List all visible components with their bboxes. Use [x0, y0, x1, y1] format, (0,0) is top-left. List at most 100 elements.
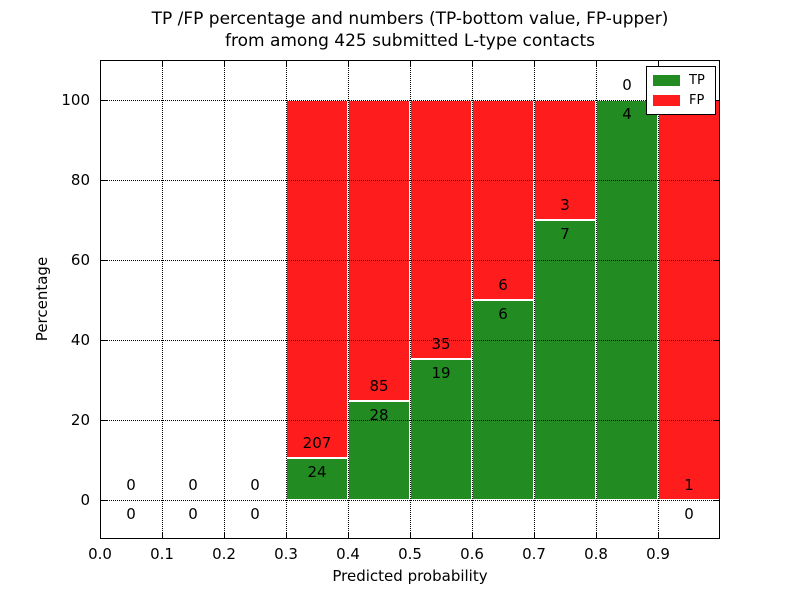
- x-tick-top: [348, 61, 349, 67]
- tp-count-label: 28: [369, 405, 389, 424]
- fp-count-label: 35: [431, 335, 451, 354]
- x-tick-label: 0.8: [584, 545, 608, 563]
- legend-row-fp: FP: [647, 93, 715, 108]
- tp-count-label: 0: [126, 505, 136, 523]
- x-tick-top: [286, 61, 287, 67]
- v-gridline: [162, 60, 163, 539]
- x-tick-bottom: [596, 532, 597, 538]
- fp-legend-label: FP: [689, 93, 705, 109]
- h-gridline: [100, 340, 720, 341]
- y-tick-label: 20: [70, 411, 90, 429]
- y-tick-left: [101, 260, 107, 261]
- tp-bar: [534, 220, 596, 500]
- x-tick-label: 0.1: [150, 545, 174, 563]
- x-tick-label: 0.2: [212, 545, 236, 563]
- chart-title-line1: TP /FP percentage and numbers (TP-bottom…: [151, 9, 669, 29]
- y-tick-label: 60: [70, 251, 90, 269]
- y-tick-left: [101, 180, 107, 181]
- tp-count-label: 0: [684, 505, 694, 523]
- x-tick-label: 0.3: [274, 545, 298, 563]
- x-tick-bottom: [224, 532, 225, 538]
- fp-legend-swatch: [653, 95, 680, 107]
- x-tick-label: 0.6: [460, 545, 484, 563]
- x-tick-label: 0.7: [522, 545, 546, 563]
- tp-bar: [596, 100, 658, 500]
- fp-bar: [348, 100, 410, 401]
- x-tick-bottom: [472, 532, 473, 538]
- fp-count-label: 0: [188, 476, 198, 494]
- tp-legend-label: TP: [689, 72, 705, 88]
- x-tick-label: 0.5: [398, 545, 422, 563]
- v-gridline: [596, 60, 597, 539]
- chart-title: TP /FP percentage and numbers (TP-bottom…: [100, 8, 720, 52]
- fp-count-label: 85: [369, 376, 389, 395]
- y-tick-label: 40: [70, 331, 90, 349]
- fp-count-label: 1: [684, 476, 694, 494]
- x-tick-bottom: [286, 532, 287, 538]
- x-tick-top: [100, 61, 101, 67]
- x-tick-top: [162, 61, 163, 67]
- fp-count-label: 0: [126, 476, 136, 494]
- y-tick-left: [101, 340, 107, 341]
- y-tick-right: [713, 180, 719, 181]
- tp-count-label: 4: [622, 105, 632, 123]
- x-tick-top: [472, 61, 473, 67]
- x-tick-bottom: [410, 532, 411, 538]
- x-tick-label: 0.0: [88, 545, 112, 563]
- y-tick-left: [101, 100, 107, 101]
- v-gridline: [348, 60, 349, 539]
- tp-count-label: 24: [307, 463, 327, 482]
- legend: TP FP: [646, 66, 716, 115]
- y-axis-label: Percentage: [33, 256, 51, 342]
- h-gridline: [100, 420, 720, 421]
- h-gridline: [100, 500, 720, 501]
- plot-area: 0 0 0 0 0 0 207 24 85 28 35 19 6 6 3 7 0 4 1 0: [100, 60, 720, 539]
- fp-bar: [410, 100, 472, 360]
- chart-title-line2: from among 425 submitted L-type contacts: [224, 31, 595, 51]
- y-tick-right: [713, 420, 719, 421]
- x-tick-bottom: [534, 532, 535, 538]
- y-tick-right: [713, 340, 719, 341]
- y-tick-label: 80: [70, 171, 90, 189]
- fp-bar: [658, 100, 720, 500]
- x-tick-label: 0.4: [336, 545, 360, 563]
- tp-count-label: 0: [188, 505, 198, 523]
- y-tick-label: 100: [61, 91, 90, 109]
- v-gridline: [472, 60, 473, 539]
- v-gridline: [224, 60, 225, 539]
- y-tick-left: [101, 420, 107, 421]
- x-tick-top: [596, 61, 597, 67]
- h-gridline: [100, 100, 720, 101]
- tp-bar: [286, 458, 348, 500]
- x-tick-top: [224, 61, 225, 67]
- fp-count-label: 207: [302, 434, 332, 453]
- x-tick-top: [410, 61, 411, 67]
- x-tick-bottom: [162, 532, 163, 538]
- v-gridline: [534, 60, 535, 539]
- fp-count-label: 0: [622, 76, 632, 94]
- tp-bar: [410, 359, 472, 500]
- y-tick-right: [713, 260, 719, 261]
- x-tick-bottom: [348, 532, 349, 538]
- h-gridline: [100, 180, 720, 181]
- v-gridline: [286, 60, 287, 539]
- y-tick-label: 0: [80, 491, 90, 509]
- x-axis-label: Predicted probability: [332, 567, 488, 585]
- v-gridline: [410, 60, 411, 539]
- fp-bar: [472, 100, 534, 300]
- y-tick-left: [101, 500, 107, 501]
- tp-bar: [348, 400, 410, 500]
- y-tick-right: [713, 500, 719, 501]
- v-gridline: [658, 60, 659, 539]
- tp-count-label: 0: [250, 505, 260, 523]
- fp-count-label: 6: [498, 276, 508, 294]
- x-tick-label: 0.9: [646, 545, 670, 563]
- fp-bar: [286, 100, 348, 459]
- fp-count-label: 3: [560, 196, 570, 214]
- tp-count-label: 7: [560, 225, 570, 243]
- legend-row-tp: TP: [647, 73, 715, 88]
- h-gridline: [100, 260, 720, 261]
- tp-bar: [472, 300, 534, 500]
- fp-count-label: 0: [250, 476, 260, 494]
